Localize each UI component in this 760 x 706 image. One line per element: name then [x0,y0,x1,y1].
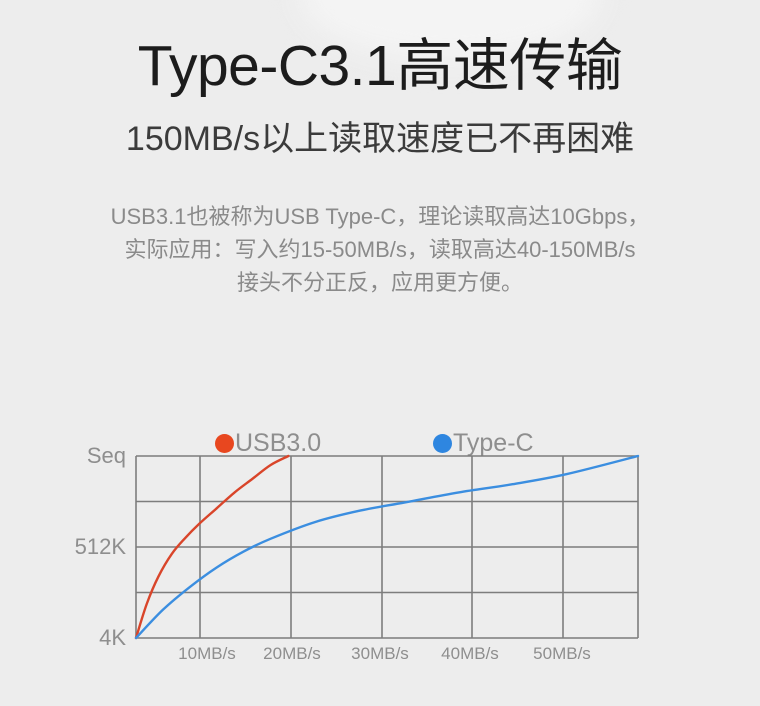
page-title: Type-C3.1高速传输 [137,34,623,98]
chart-x-axis-labels: 10MB/s 20MB/s 30MB/s 40MB/s 50MB/s [0,412,760,682]
description-line-2: 实际应用：写入约15-50MB/s，读取高达40-150MB/s [124,237,636,262]
x-axis-label-50: 50MB/s [533,644,591,663]
chart-legend: USB3.0 Type-C [0,412,760,457]
legend-dot-typec-icon [433,433,452,453]
x-axis-label-30: 30MB/s [351,644,409,663]
legend-dot-usb30-icon [215,433,234,453]
chart-plot-area: 4K 512K Seq 10MB/s 20MB/s 30MB/s 40MB/s 50MB/s [0,412,760,682]
description-line-3: 接头不分正反，应用更方便。 [236,270,523,295]
description-block: USB3.1也被称为USB Type-C，理论读取高达10Gbps， 实际应用：… [0,200,760,299]
chart-gridlines [135,455,639,639]
legend-item-typec: Type-C [433,426,534,460]
legend-item-usb30: USB3.0 [215,426,321,460]
chart-y-axis-labels: 4K 512K Seq [0,412,126,682]
chart-series-lines [134,454,640,640]
x-axis-label-20: 20MB/s [263,644,321,663]
y-axis-label-seq: Seq [86,443,126,468]
legend-label-usb30: USB3.0 [235,428,322,457]
chart-line-type-c [134,454,640,640]
legend-label-typec: Type-C [453,428,534,457]
y-axis-label-512k: 512K [74,534,126,559]
x-axis-label-10: 10MB/s [178,644,236,663]
y-axis-label-4k: 4K [99,625,126,650]
speed-comparison-chart: USB3.0 Type-C 4K 512K Seq 10MB/s 20MB/s 30MB… [0,412,760,682]
chart-canvas [134,454,640,640]
description-line-1: USB3.1也被称为USB Type-C，理论读取高达10Gbps， [110,204,650,229]
chart-line-usb3-0 [134,454,290,640]
x-axis-label-40: 40MB/s [441,644,499,663]
page-subtitle: 150MB/s以上读取速度已不再困难 [125,120,635,158]
